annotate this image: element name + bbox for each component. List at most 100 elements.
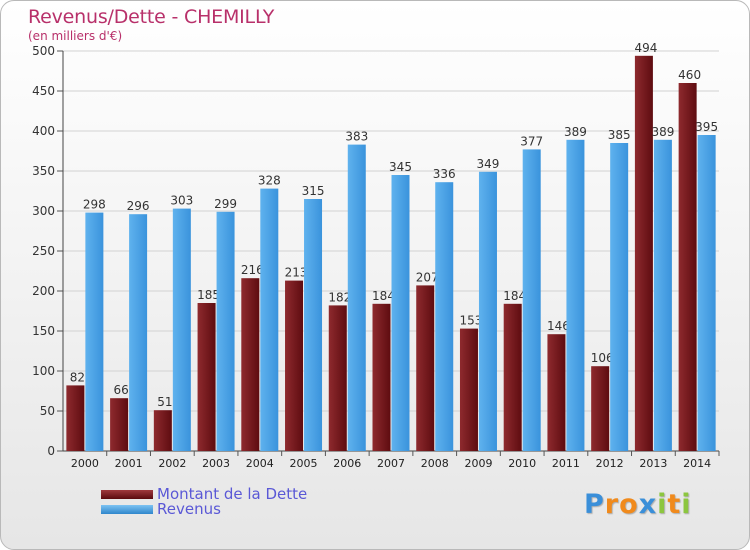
x-tick-label: 2013 [639,457,667,470]
legend-label-revenue: Revenus [157,500,221,518]
x-tick-label: 2009 [464,457,492,470]
bar-debt [591,366,610,451]
bar-revenue [260,188,279,451]
bar-revenue [653,139,672,452]
data-label-revenue: 345 [389,160,412,174]
data-label-debt: 106 [591,351,614,365]
bar-revenue [304,199,323,451]
logo-letter: t [667,489,682,520]
bar-revenue [697,135,716,451]
y-tick-label: 200 [32,284,55,298]
bar-debt [153,410,172,451]
y-tick-label: 50 [40,404,55,418]
x-tick-label: 2000 [71,457,99,470]
x-tick-label: 2014 [683,457,711,470]
y-tick-label: 0 [47,444,55,458]
y-tick-label: 350 [32,164,55,178]
data-label-revenue: 299 [214,197,237,211]
logo-letter: P [584,489,605,520]
x-tick-label: 2001 [115,457,143,470]
data-label-revenue: 298 [83,198,106,212]
data-label-debt: 213 [285,266,308,280]
logo-letter: i [657,489,668,520]
bar-revenue [347,144,366,451]
data-label-revenue: 315 [302,184,325,198]
bar-debt [416,285,435,451]
data-label-debt: 51 [157,395,172,409]
bar-debt [328,305,347,451]
x-tick-label: 2005 [290,457,318,470]
data-label-revenue: 303 [170,194,193,208]
bar-revenue [172,208,191,451]
data-label-revenue: 385 [608,128,631,142]
x-tick-label: 2011 [552,457,580,470]
bar-debt [459,328,478,451]
data-label-revenue: 336 [433,167,456,181]
logo-letter: r [604,489,620,520]
bar-revenue [566,139,585,452]
bar-debt [678,83,697,451]
bar-debt [547,334,566,451]
bar-revenue [129,214,148,451]
data-label-debt: 185 [197,288,220,302]
data-label-debt: 153 [460,314,483,328]
bar-debt [634,55,653,452]
x-tick-label: 2003 [202,457,230,470]
y-tick-label: 450 [32,84,55,98]
data-label-revenue: 349 [477,157,500,171]
chart-title: Revenus/Dette - CHEMILLY [28,6,275,28]
data-label-debt: 460 [678,68,701,82]
logo-letter: i [681,489,692,520]
legend-label-debt: Montant de la Dette [157,485,308,503]
bar-revenue [391,175,410,451]
bar-debt [285,280,304,451]
data-label-debt: 182 [328,290,351,304]
data-label-revenue: 296 [127,199,150,213]
x-tick-label: 2008 [421,457,449,470]
x-tick-label: 2007 [377,457,405,470]
data-label-revenue: 389 [564,125,587,139]
data-label-revenue: 377 [520,134,543,148]
bar-debt [197,303,216,451]
bar-revenue [216,211,235,451]
bar-revenue [610,143,629,451]
bar-revenue [522,149,541,451]
data-label-revenue: 389 [651,125,674,139]
y-tick-label: 500 [32,44,55,58]
data-label-debt: 494 [634,41,657,55]
data-label-debt: 66 [113,383,128,397]
x-tick-label: 2012 [596,457,624,470]
y-tick-label: 250 [32,244,55,258]
proxiti-logo: Proxiti [584,489,692,520]
y-tick-label: 150 [32,324,55,338]
y-tick-label: 400 [32,124,55,138]
data-label-revenue: 383 [345,130,368,144]
data-label-debt: 184 [503,289,526,303]
bar-debt [372,303,391,451]
data-label-revenue: 328 [258,174,281,188]
bar-revenue [478,171,497,452]
bar-debt [110,398,129,451]
x-tick-label: 2006 [333,457,361,470]
data-label-debt: 82 [70,370,85,384]
y-tick-label: 100 [32,364,55,378]
data-label-revenue: 395 [695,120,718,134]
chart-subtitle: (en milliers d'€) [28,29,123,43]
data-label-debt: 207 [416,270,439,284]
y-tick-label: 300 [32,204,55,218]
legend-item-revenue: Revenus [101,502,307,517]
x-tick-label: 2004 [246,457,274,470]
bar-revenue [85,212,104,451]
data-label-debt: 216 [241,263,264,277]
logo-letter: o [619,489,639,520]
bar-revenue [435,182,454,451]
legend-item-debt: Montant de la Dette [101,487,307,502]
legend-swatch-debt [101,490,153,499]
logo-letter: x [638,489,658,520]
bar-debt [503,303,522,451]
bar-debt [241,278,260,451]
data-label-debt: 184 [372,289,395,303]
data-label-debt: 146 [547,319,570,333]
